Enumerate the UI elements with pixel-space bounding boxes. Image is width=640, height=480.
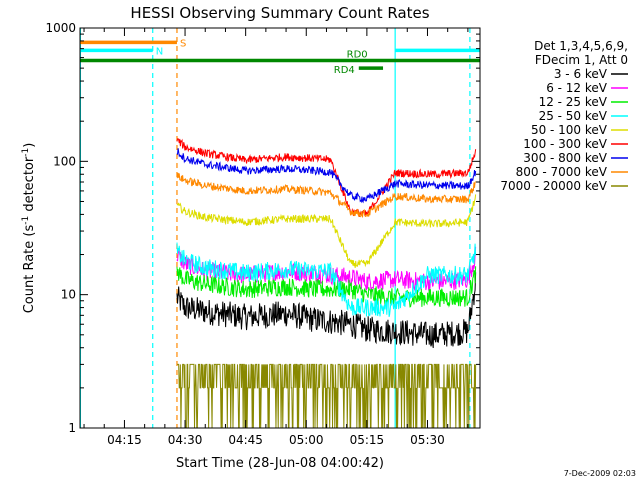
y-axis-label-sup1: -1 [21,216,31,225]
series-line-0 [176,272,477,349]
y-axis-label-main: Count Rate (s [22,225,37,314]
series-line-7 [176,172,477,218]
series-line-4 [176,194,477,268]
y-tick-label-3: 1000 [45,21,76,35]
legend-header-line2: FDecim 1, Att 0 [535,53,628,67]
flag-bars: S N RD0 RD4 [80,38,480,76]
legend-label-3: 25 - 50 keV [539,109,608,123]
y-axis-label-sup2: -1 [21,148,31,157]
y-tick-label-2: 100 [53,154,76,168]
flag-label-0: S [180,38,186,49]
x-tick-label-5: 05:30 [410,433,445,447]
y-tick-label-0: 1 [68,421,76,435]
legend-label-7: 800 - 7000 keV [516,165,608,179]
series-line-1 [176,246,477,292]
series-line-6 [176,148,477,204]
x-tick-label-1: 04:30 [168,433,203,447]
legend-label-5: 100 - 300 keV [523,137,607,151]
series-line-2 [176,266,477,308]
flag-label-4: RD4 [334,65,355,76]
y-axis: 1 10 100 1000 [45,21,480,435]
y-axis-label: Count Rate (s-1 detector-1) [21,143,37,314]
series-line-8 [176,363,477,429]
series-line-3 [176,242,477,318]
chart-title: HESSI Observing Summary Count Rates [130,4,429,22]
x-axis-label: Start Time (28-Jun-08 04:00:42) [176,456,384,471]
legend-label-0: 3 - 6 keV [554,67,608,81]
legend-label-1: 6 - 12 keV [546,81,608,95]
flag-label-3: RD0 [347,50,368,61]
legend-header-line1: Det 1,3,4,5,6,9, [534,39,628,53]
x-tick-label-2: 04:45 [228,433,263,447]
legend-label-4: 50 - 100 keV [531,123,608,137]
series-line-5 [176,138,477,217]
legend-label-6: 300 - 800 keV [523,151,607,165]
x-tick-label-3: 05:00 [289,433,324,447]
y-axis-label-mid: detector [22,156,37,216]
legend: Det 1,3,4,5,6,9, FDecim 1, Att 0 3 - 6 k… [500,39,628,193]
y-tick-label-1: 10 [61,288,76,302]
legend-label-8: 7000 - 20000 keV [500,179,607,193]
legend-label-2: 12 - 25 keV [539,95,608,109]
y-axis-label-end: ) [22,143,37,148]
flag-label-1: N [156,46,163,57]
plot-frame [79,27,481,429]
generation-timestamp: 7-Dec-2009 02:03 [564,469,636,478]
x-axis: 04:15 04:30 04:45 05:00 05:15 05:30 [83,28,469,447]
data-series [176,138,477,429]
x-tick-label-4: 05:15 [350,433,385,447]
x-tick-label-0: 04:15 [107,433,142,447]
